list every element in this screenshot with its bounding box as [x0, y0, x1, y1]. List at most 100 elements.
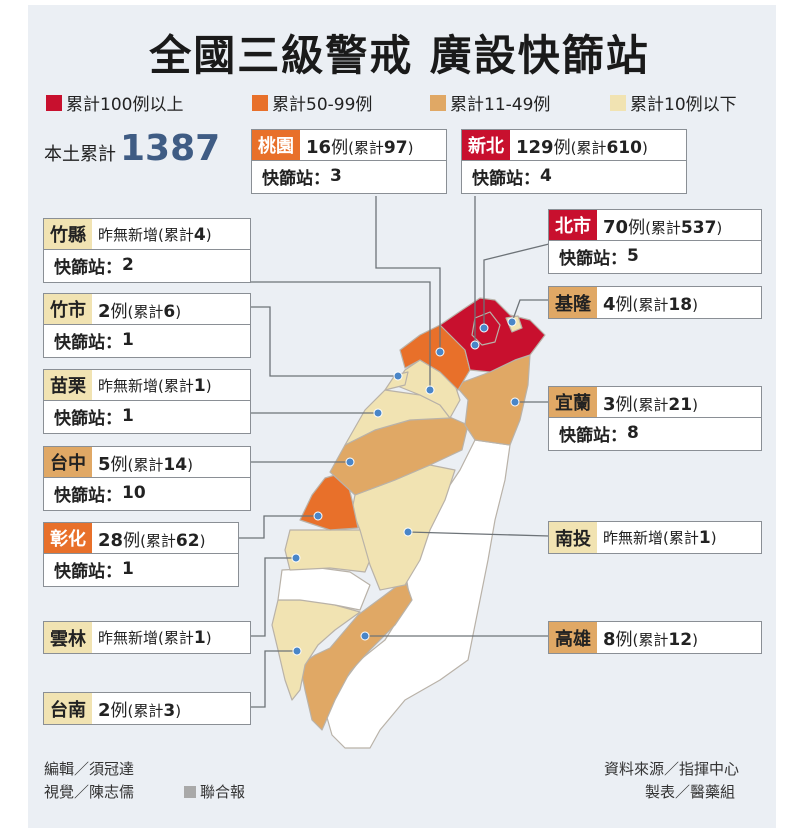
case-info: 8例(累計12)	[597, 625, 698, 650]
case-info: 2例(累計6)	[92, 297, 181, 322]
today-unit: 例	[615, 394, 633, 415]
station-count: 2	[122, 255, 134, 275]
region-chiayi	[277, 567, 371, 611]
callout-taichung: 台中 5例(累計14) 快篩站： 10	[43, 446, 251, 511]
region-name: 北市	[549, 210, 597, 240]
today-count: 129	[516, 136, 554, 158]
callout-header: 苗栗 昨無新增(累計1)	[44, 370, 250, 401]
callout-kaohsiung: 高雄 8例(累計12)	[548, 621, 762, 654]
today-unit: 例	[628, 217, 646, 238]
case-info: 129例(累計610)	[510, 133, 648, 158]
station-row: 快篩站： 1	[44, 401, 250, 431]
cum-suffix: )	[716, 218, 723, 237]
cum-count: 97	[383, 137, 408, 158]
domestic-total: 本土累計 1387	[44, 128, 220, 169]
region-name: 竹市	[44, 294, 92, 324]
leader-yunlin	[250, 557, 296, 637]
cum-prefix: (累計	[127, 302, 164, 321]
region-name: 苗栗	[44, 370, 92, 400]
cum-count: 62	[175, 530, 200, 551]
station-row: 快篩站： 3	[252, 161, 446, 191]
dot-kaohsiung	[360, 631, 370, 641]
case-info: 16例(累計97)	[300, 133, 413, 158]
station-row: 快篩站： 8	[549, 418, 761, 448]
dot-keelung	[507, 317, 517, 327]
credit-made-by: 製表／醫藥組	[645, 783, 736, 801]
station-row: 快篩站： 10	[44, 478, 250, 508]
total-value: 1387	[120, 128, 221, 169]
callout-header: 竹市 2例(累計6)	[44, 294, 250, 325]
today-count: 8	[603, 629, 616, 650]
dot-taoyuan	[435, 347, 445, 357]
callout-header: 台中 5例(累計14)	[44, 447, 250, 478]
callout-keelung: 基隆 4例(累計18)	[548, 286, 762, 319]
dot-yilan	[510, 397, 520, 407]
cumulative: (累計1)	[663, 528, 717, 548]
publisher-logo-icon	[184, 785, 196, 798]
cum-suffix: )	[205, 225, 212, 244]
callout-header: 雲林 昨無新增(累計1)	[44, 622, 250, 653]
station-row: 快篩站： 2	[44, 250, 250, 280]
cum-prefix: (累計	[663, 529, 699, 547]
region-name: 基隆	[549, 287, 597, 318]
callout-header: 基隆 4例(累計18)	[549, 287, 761, 318]
dot-changhua	[313, 511, 323, 521]
callout-header: 新北 129例(累計610)	[462, 130, 686, 161]
cum-count: 6	[163, 301, 176, 322]
callout-xinbei: 新北 129例(累計610) 快篩站： 4	[461, 129, 687, 194]
case-info: 70例(累計537)	[597, 213, 722, 238]
today-count: 70	[603, 216, 629, 238]
publisher-name: 聯合報	[200, 783, 246, 801]
legend-swatch	[610, 94, 626, 111]
region-name: 宜蘭	[549, 387, 597, 417]
cumulative: (累計18)	[632, 295, 698, 315]
case-info: 2例(累計3)	[92, 696, 181, 721]
dot-yunlin	[291, 553, 301, 563]
cumulative: (累計537)	[645, 218, 723, 238]
today-unit: 例	[123, 530, 141, 551]
cum-suffix: )	[175, 702, 182, 720]
callout-hsinchu-city: 竹市 2例(累計6) 快篩站： 1	[43, 293, 251, 358]
cum-count: 1	[193, 628, 206, 648]
page-title: 全國三級警戒 廣設快篩站	[149, 31, 650, 80]
cumulative: (累計12)	[633, 630, 698, 650]
legend-swatch	[252, 94, 268, 111]
cum-count: 3	[163, 701, 176, 721]
callout-header: 竹縣 昨無新增(累計4)	[44, 219, 250, 250]
cumulative: (累計610)	[571, 138, 648, 158]
dot-nantou	[403, 527, 413, 537]
cum-prefix: (累計	[140, 531, 176, 550]
leader-taoyuan	[375, 196, 441, 352]
cum-prefix: (累計	[127, 702, 164, 720]
today-unit: 例	[615, 295, 633, 315]
station-label: 快篩站：	[54, 561, 122, 582]
callout-header: 北市 70例(累計537)	[549, 210, 761, 241]
dot-taipei	[479, 323, 489, 333]
leader-changhua	[238, 515, 318, 539]
today-unit: 例	[110, 454, 128, 475]
credit-source: 資料來源／指揮中心	[604, 760, 740, 778]
cum-prefix: (累計	[348, 138, 384, 157]
cum-count: 21	[668, 394, 693, 415]
callout-miaoli: 苗栗 昨無新增(累計1) 快篩站： 1	[43, 369, 251, 434]
legend-label: 累計10例以下	[630, 95, 737, 115]
today-unit: 例	[110, 701, 128, 721]
callout-taoyuan: 桃園 16例(累計97) 快篩站： 3	[251, 129, 447, 194]
cum-prefix: (累計	[632, 296, 669, 314]
today-count: 3	[603, 393, 616, 415]
station-row: 快篩站： 4	[462, 161, 686, 191]
cum-count: 4	[193, 224, 206, 245]
leader-lines	[238, 196, 550, 708]
station-row: 快篩站： 1	[44, 325, 250, 355]
station-count: 5	[627, 246, 639, 266]
legend-label: 累計50-99例	[272, 95, 373, 115]
cum-suffix: )	[692, 395, 698, 414]
today-unit: 昨無新增	[603, 529, 664, 547]
case-info: 昨無新增(累計4)	[92, 224, 212, 245]
cumulative: (累計14)	[128, 455, 193, 475]
callout-header: 高雄 8例(累計12)	[549, 622, 761, 653]
cumulative: (累計62)	[140, 530, 205, 551]
dot-xinbei	[470, 340, 480, 350]
today-unit: 昨無新增	[98, 225, 159, 244]
today-count: 4	[603, 294, 616, 315]
